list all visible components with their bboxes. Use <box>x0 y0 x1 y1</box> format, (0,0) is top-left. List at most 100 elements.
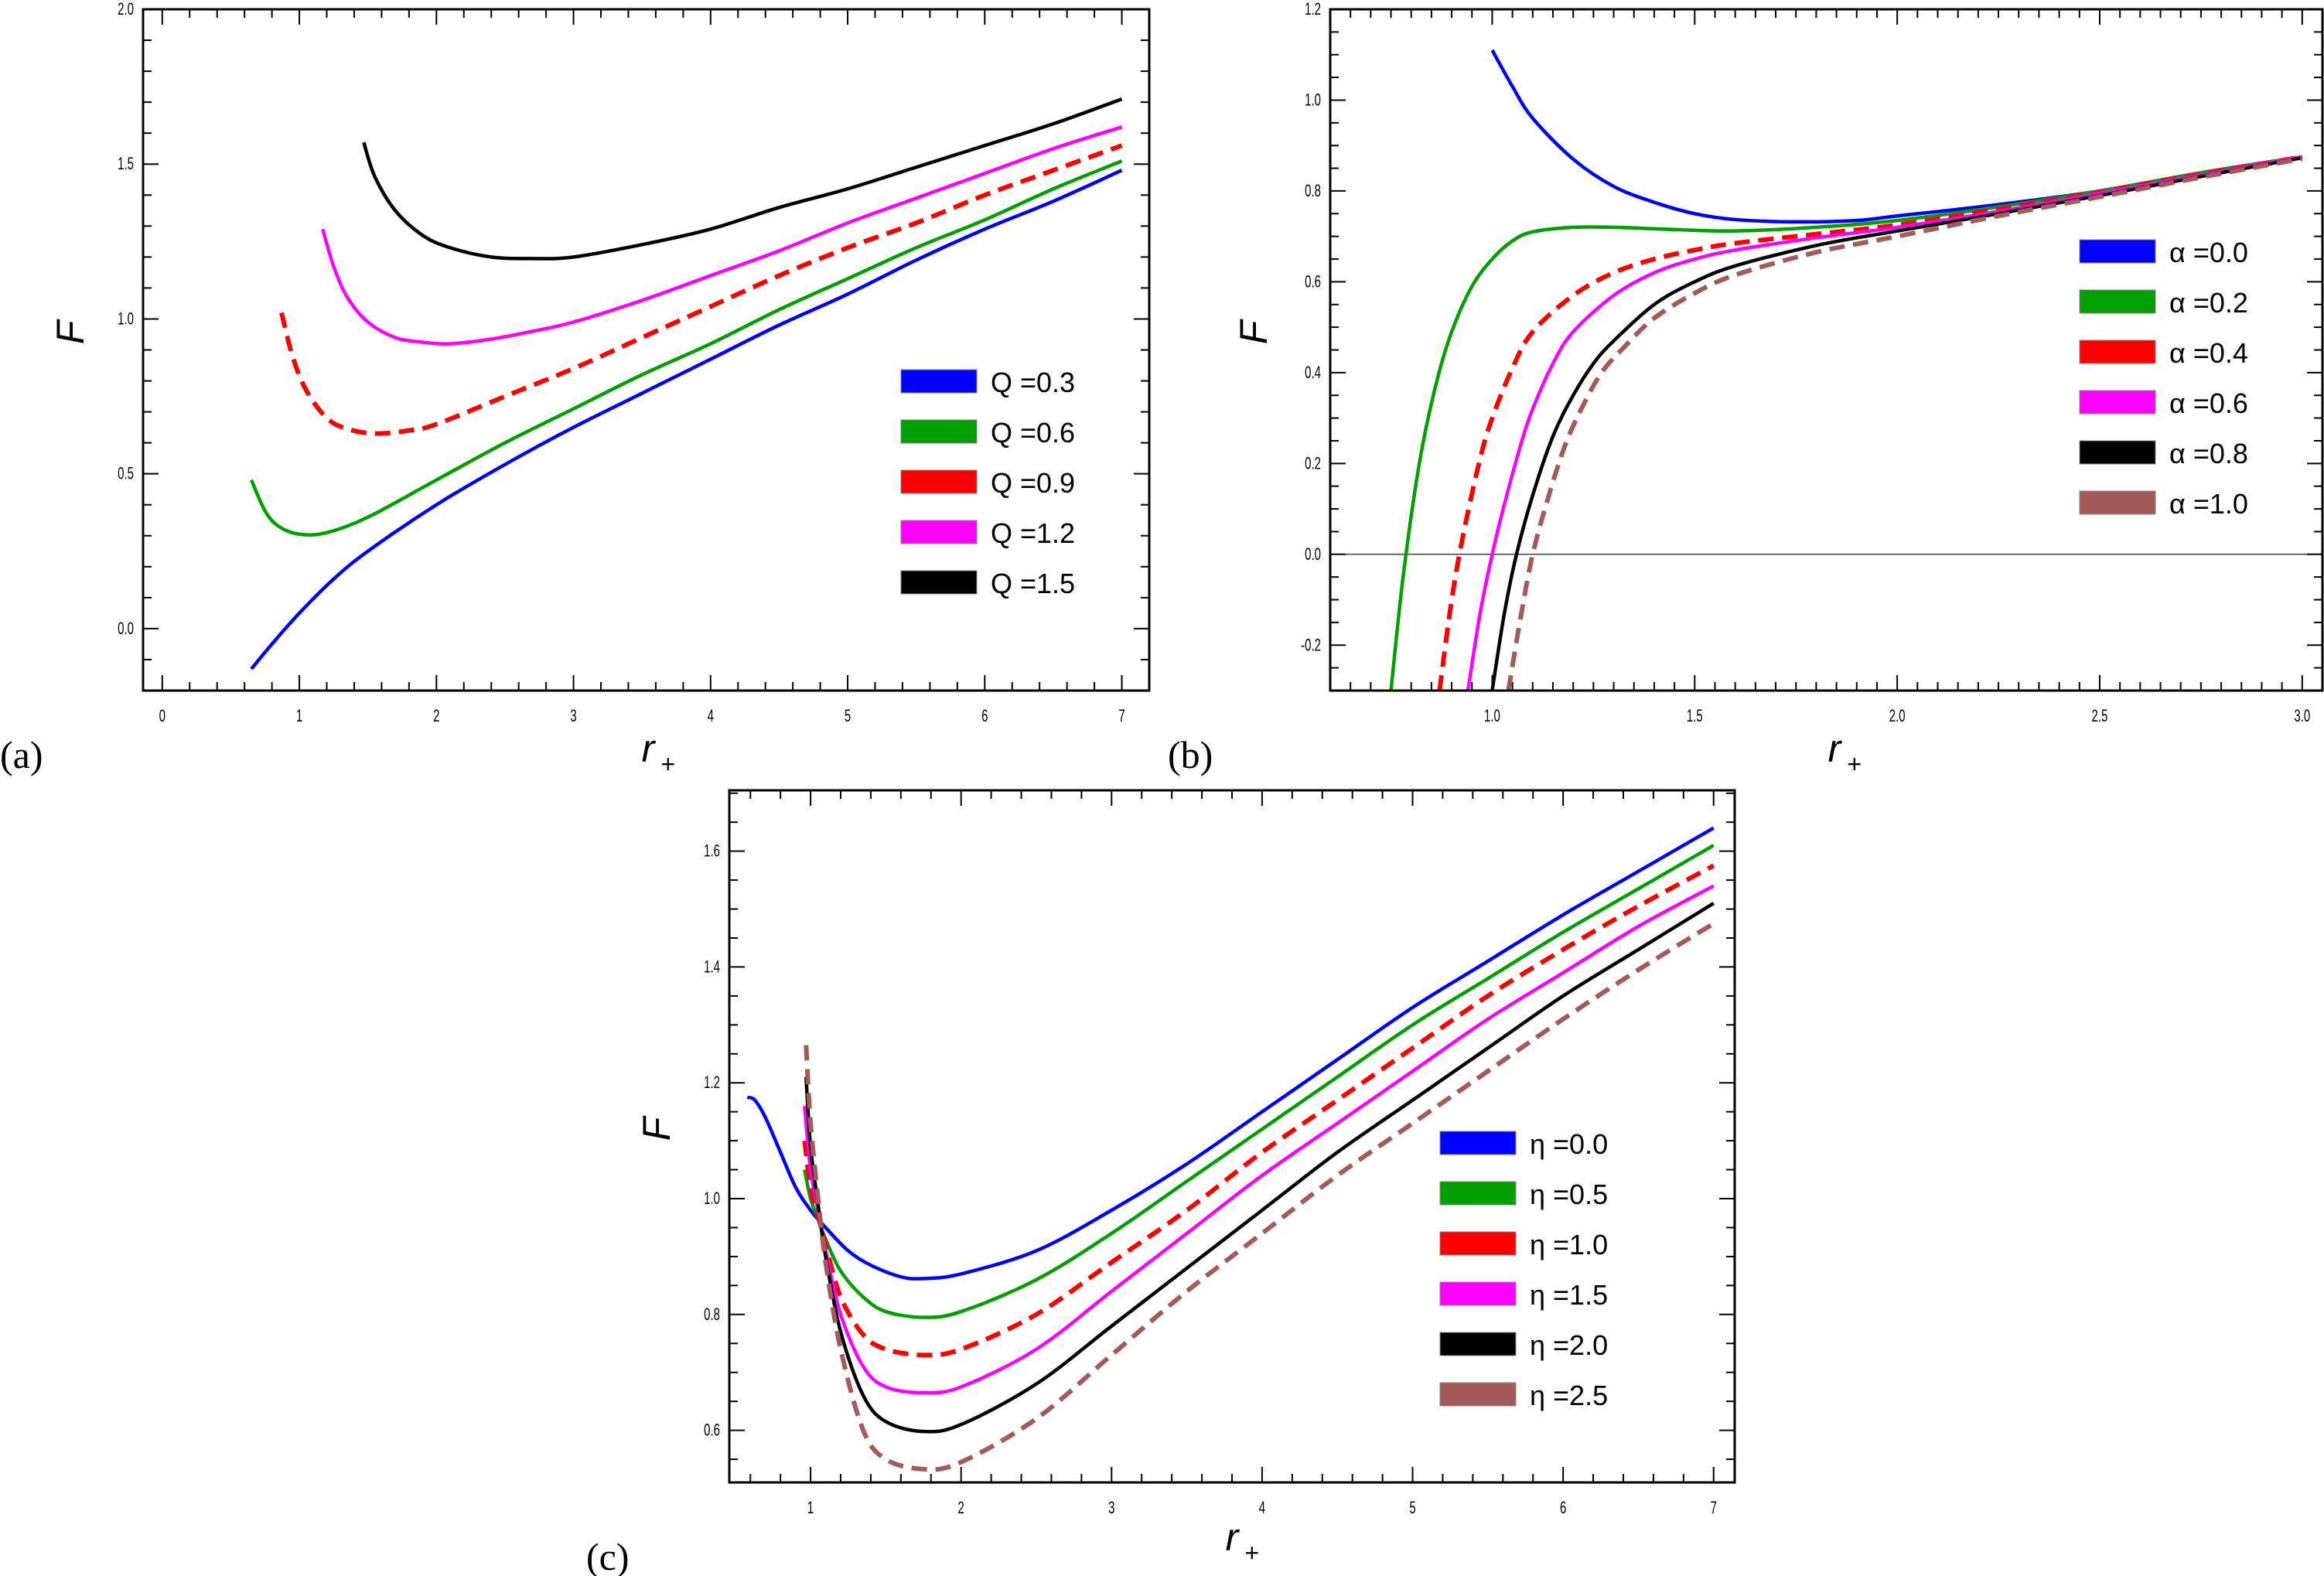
legend-label: Q =0.3 <box>991 367 1075 398</box>
x-tick-label: 1 <box>807 1498 814 1517</box>
series-line <box>803 844 1715 1319</box>
legend-swatch <box>2079 239 2156 264</box>
legend-swatch <box>900 369 978 394</box>
plot-frame <box>1329 8 2324 692</box>
legend-label: Q =0.9 <box>991 467 1075 499</box>
y-tick-label: -0.2 <box>1301 635 1321 654</box>
legend-label: η =0.5 <box>1530 1179 1608 1210</box>
legend-swatch <box>1439 1382 1517 1407</box>
legend-swatch <box>1439 1332 1517 1356</box>
y-tick-label: 1.2 <box>704 1073 720 1092</box>
series-line <box>1466 155 2303 691</box>
legend-label: η =1.5 <box>1530 1279 1608 1311</box>
x-tick-label: 5 <box>1409 1498 1415 1517</box>
x-tick-label: 1.5 <box>1687 706 1703 725</box>
panel-label: (a) <box>0 733 43 776</box>
legend-swatch <box>900 520 978 544</box>
x-tick-label: 2 <box>433 706 439 725</box>
y-tick-label: 0.2 <box>1305 453 1321 472</box>
x-axis-subscript: + <box>1847 750 1862 778</box>
x-tick-label: 7 <box>1118 706 1124 725</box>
legend-label: η =2.5 <box>1530 1380 1608 1411</box>
legend: η =0.0 η =0.5 η =1.0 η =1.5 η =2.0 η =2.5 <box>1439 1128 1608 1411</box>
y-axis-title: F <box>1232 319 1275 344</box>
series-line <box>250 169 1123 670</box>
legend-label: α =0.0 <box>2169 237 2248 268</box>
legend-label: α =0.8 <box>2169 438 2248 469</box>
series-line <box>1437 154 2303 691</box>
legend-label: α =0.4 <box>2169 337 2248 369</box>
chart-panel-a: 0 1 2 3 4 5 6 70.00.51.01.52.0Fr +(a)Q =0.3Q =0.… <box>0 0 1151 778</box>
legend-label: α =1.0 <box>2169 488 2248 520</box>
y-tick-label: 0.5 <box>118 464 134 483</box>
legend-label: α =0.6 <box>2169 387 2248 419</box>
y-tick-label: 1.0 <box>1305 90 1321 110</box>
y-tick-label: 1.4 <box>704 957 720 977</box>
y-tick-label: 1.0 <box>704 1189 720 1208</box>
plot-frame <box>142 8 1151 692</box>
legend-swatch <box>2079 289 2156 314</box>
plot-frame <box>728 789 1736 1484</box>
series-line <box>1490 49 2303 224</box>
legend-swatch <box>900 570 978 595</box>
panel-label: (c) <box>586 1535 630 1576</box>
series-line <box>249 159 1123 537</box>
y-tick-label: 0.8 <box>704 1305 720 1324</box>
x-axis-subscript: + <box>660 750 675 778</box>
x-tick-label: 2.0 <box>1889 706 1906 725</box>
y-tick-label: 2.0 <box>118 0 134 19</box>
legend-label: η =1.0 <box>1530 1229 1608 1260</box>
x-tick-label: 4 <box>1259 1498 1265 1517</box>
chart-panel-c: 1 2 3 4 5 6 70.60.81.01.21.41.6Fr +(c)η =0.0η =… <box>586 789 1736 1576</box>
series-line <box>1506 156 2303 691</box>
chart-panel-b: 1.0 1.5 2.0 2.5 3.0 -0.2 0.0 0.2 0.4 0.6 0.8 1.0 1.2… <box>1168 0 2324 778</box>
series-line <box>279 143 1123 436</box>
legend-swatch <box>1439 1231 1517 1256</box>
x-tick-label: 4 <box>708 706 714 725</box>
legend-swatch <box>900 469 978 494</box>
legend-swatch <box>2079 440 2156 465</box>
series-line <box>362 97 1123 261</box>
series-group <box>1389 49 2303 691</box>
legend-swatch <box>1439 1131 1517 1155</box>
x-tick-label: 6 <box>981 706 988 725</box>
series-group <box>249 97 1123 670</box>
legend-label: Q =1.5 <box>991 568 1075 599</box>
x-tick-label: 1.0 <box>1484 706 1500 725</box>
x-tick-label: 6 <box>1560 1498 1566 1517</box>
x-tick-label: 1 <box>296 706 302 725</box>
panel-label: (b) <box>1168 733 1213 776</box>
series-line <box>1389 155 2303 691</box>
y-tick-label: 1.2 <box>1305 0 1321 19</box>
y-tick-label: 0.8 <box>1305 181 1321 200</box>
x-axis-title: r <box>1226 1516 1240 1559</box>
legend-swatch <box>2079 490 2156 515</box>
legend-label: η =0.0 <box>1530 1128 1608 1160</box>
legend-label: Q =1.2 <box>991 517 1075 549</box>
y-tick-label: 1.5 <box>118 154 134 173</box>
y-tick-label: 1.6 <box>704 841 720 861</box>
legend-label: η =2.0 <box>1530 1329 1608 1361</box>
y-axis-title: F <box>635 1115 678 1141</box>
series-group <box>746 826 1715 1472</box>
legend-swatch <box>1439 1281 1517 1306</box>
legend: Q =0.3 Q =0.6 Q =0.9 Q =1.2 Q =1.5 <box>900 367 1075 599</box>
x-tick-label: 7 <box>1711 1498 1717 1517</box>
legend-swatch <box>900 419 978 444</box>
legend-swatch <box>1439 1181 1517 1206</box>
series-line <box>802 863 1715 1358</box>
legend-swatch <box>2079 390 2156 414</box>
ticks <box>729 790 1735 1482</box>
x-tick-label: 0 <box>159 706 166 725</box>
x-tick-label: 2.5 <box>2092 706 2108 725</box>
series-line <box>321 125 1123 346</box>
legend: α =0.0 α =0.2 α =0.4 α =0.6 α =0.8 α =1.0 <box>2079 237 2248 520</box>
legend-label: Q =0.6 <box>991 417 1075 449</box>
x-axis-subscript: + <box>1244 1539 1259 1567</box>
ticks <box>1329 9 2323 691</box>
y-tick-label: 0.4 <box>1305 363 1321 382</box>
x-tick-label: 3 <box>570 706 576 725</box>
y-tick-label: 0.6 <box>1305 272 1321 292</box>
y-tick-label: 0.6 <box>704 1421 720 1440</box>
